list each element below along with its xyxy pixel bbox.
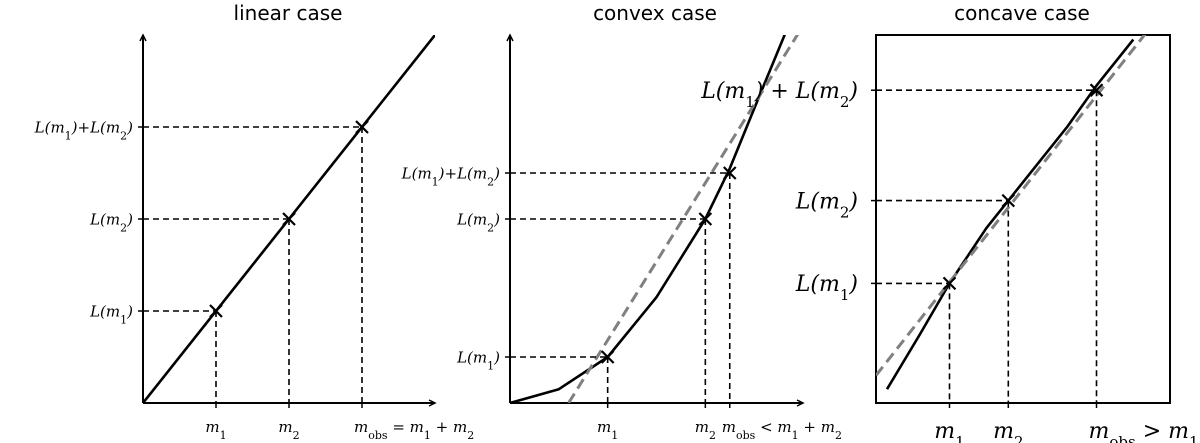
x-axis-arrow: [796, 399, 805, 407]
axes-frame: [875, 34, 1171, 404]
panel-linear: L(m1) m1 L(m2) m2 L(m1)+L(m2) mobs = m1 + m2: [34, 33, 474, 442]
y-tick-label: L(m2): [89, 210, 133, 234]
y-tick-label: L(m1) + L(m2): [700, 79, 858, 111]
x-tick-label: m2: [695, 418, 716, 442]
x-tick-label: m2: [278, 418, 299, 442]
data-point-marker: [1001, 193, 1016, 208]
x-tick-label: mobs > m1 + m2: [1089, 419, 1200, 443]
panel-concave: L(m1) m1 L(m2) m2 L(m1) + L(m2) mobs > m1 + m…: [700, 34, 1200, 443]
x-tick-label: m1: [934, 419, 964, 443]
data-point-marker: [1089, 83, 1104, 97]
panel-2-title: convex case: [593, 1, 717, 25]
panel-convex: L(m1) m1 L(m2) m2 L(m1)+L(m2) mobs < m1 + m2: [401, 33, 842, 442]
data-point-marker: [942, 276, 957, 291]
data-point-marker: [698, 212, 713, 226]
y-tick-label: L(m2): [795, 189, 858, 221]
tangent-line: [567, 35, 800, 403]
curve-line: [510, 35, 787, 403]
x-tick-label: mobs < m1 + m2: [722, 418, 842, 442]
data-point-marker: [722, 166, 737, 180]
data-point-marker: [209, 304, 223, 318]
x-axis-arrow: [428, 399, 437, 407]
y-tick-label: L(m1): [89, 302, 133, 326]
y-tick-label: L(m1): [795, 272, 858, 304]
y-tick-label: L(m1): [456, 348, 500, 372]
y-tick-label: L(m2): [456, 210, 500, 234]
data-point-marker: [355, 120, 369, 134]
x-tick-label: m1: [597, 418, 618, 442]
panel-1-title: linear case: [234, 1, 343, 25]
y-tick-label: L(m1)+L(m2): [34, 118, 134, 142]
data-point-marker: [282, 212, 296, 226]
tangent-line: [876, 35, 1147, 377]
data-point-marker: [600, 350, 615, 364]
x-tick-label: m2: [993, 419, 1023, 443]
y-axis-arrow: [506, 33, 514, 42]
x-tick-label: m1: [205, 418, 226, 442]
x-tick-label: mobs = m1 + m2: [354, 418, 474, 442]
y-axis-arrow: [139, 33, 147, 42]
y-tick-label: L(m1)+L(m2): [401, 164, 501, 188]
panel-3-title: concave case: [954, 1, 1090, 25]
